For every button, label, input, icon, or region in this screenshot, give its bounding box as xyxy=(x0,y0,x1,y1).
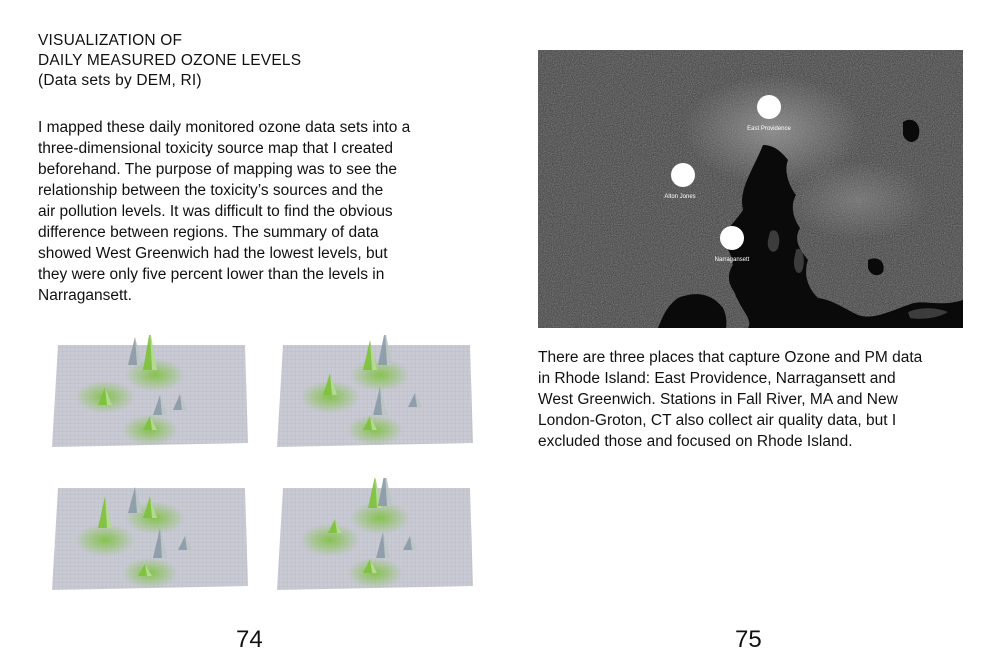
right-body-line: There are three places that capture Ozon… xyxy=(538,349,923,366)
terrain-peak-highlight xyxy=(410,536,417,550)
terrain-render xyxy=(52,335,248,447)
ozone-glow xyxy=(300,523,360,557)
terrain-peak-highlight xyxy=(145,564,152,576)
ozone-glow xyxy=(350,501,410,535)
terrain-peak-highlight xyxy=(415,393,422,407)
map-image: East Providence Alton Jones Narragansett xyxy=(538,50,963,328)
left-body-line: difference between regions. The summary … xyxy=(38,224,379,241)
terrain-peak-highlight xyxy=(185,536,192,550)
left-body-line: three-dimensional toxicity source map th… xyxy=(38,140,393,157)
ozone-visualization-2 xyxy=(275,335,475,450)
grid-plane xyxy=(52,345,248,447)
terrain-peak-highlight xyxy=(370,559,377,573)
map-label-narragansett: Narragansett xyxy=(715,257,750,263)
ozone-visualization-1 xyxy=(50,335,250,450)
station-marker-east-providence xyxy=(757,95,781,119)
terrain-peak-highlight xyxy=(380,387,387,415)
left-body-line: they were only five percent lower than t… xyxy=(38,266,385,283)
station-marker-alton-jones xyxy=(671,163,695,187)
station-marker-narragansett xyxy=(720,226,744,250)
left-body-line: Narragansett. xyxy=(38,287,132,304)
terrain-peak-highlight xyxy=(105,387,112,405)
left-body-text: I mapped these daily monitored ozone dat… xyxy=(38,117,468,306)
terrain-render xyxy=(277,335,473,447)
right-body-line: excluded those and focused on Rhode Isla… xyxy=(538,433,853,450)
terrain-peak-highlight xyxy=(150,416,157,430)
page-title: VISUALIZATION OF DAILY MEASURED OZONE LE… xyxy=(38,31,301,91)
left-body-line: I mapped these daily monitored ozone dat… xyxy=(38,119,411,136)
terrain-peak-highlight xyxy=(150,496,157,518)
terrain-peak-highlight xyxy=(135,487,142,513)
terrain-peak-highlight xyxy=(105,496,112,528)
left-body-line: showed West Greenwich had the lowest lev… xyxy=(38,245,388,262)
left-body-line: beforehand. The purpose of mapping was t… xyxy=(38,161,398,178)
page-number-left: 74 xyxy=(236,626,263,653)
terrain-render xyxy=(277,478,473,590)
grid-plane xyxy=(277,488,473,590)
map-label-alton-jones: Alton Jones xyxy=(664,194,695,200)
terrain-peak-highlight xyxy=(385,478,392,506)
terrain-peak-highlight xyxy=(135,337,142,365)
title-line-3: (Data sets by DEM, RI) xyxy=(38,72,202,89)
right-body-line: West Greenwich. Stations in Fall River, … xyxy=(538,391,898,408)
terrain-render xyxy=(52,487,248,590)
page-number-right: 75 xyxy=(735,626,762,653)
ozone-visualization-3 xyxy=(50,478,250,593)
ozone-visualization-4 xyxy=(275,478,475,593)
grid-plane xyxy=(52,488,248,590)
terrain-peak-highlight xyxy=(330,373,337,395)
terrain-peak-highlight xyxy=(160,528,167,558)
ozone-glow xyxy=(75,523,135,557)
right-body-line: in Rhode Island: East Providence, Narrag… xyxy=(538,370,896,387)
terrain-peak-highlight xyxy=(335,519,342,533)
map-water xyxy=(724,145,963,328)
left-body-line: relationship between the toxicity’s sour… xyxy=(38,182,384,199)
ozone-glow xyxy=(300,380,360,414)
left-body-line: air pollution levels. It was difficult t… xyxy=(38,203,393,220)
terrain-peak-highlight xyxy=(160,395,167,415)
right-body-text: There are three places that capture Ozon… xyxy=(538,347,978,452)
terrain-peak-highlight xyxy=(150,335,157,370)
ozone-glow xyxy=(125,358,185,392)
terrain-peak-highlight xyxy=(370,416,377,430)
grid-plane xyxy=(277,345,473,447)
rhode-island-map: East Providence Alton Jones Narragansett xyxy=(538,50,963,328)
title-line-2: DAILY MEASURED OZONE LEVELS xyxy=(38,52,302,69)
title-line-1: VISUALIZATION OF xyxy=(38,32,183,49)
terrain-peak-highlight xyxy=(385,335,392,365)
terrain-peak-highlight xyxy=(180,394,187,410)
map-label-east-providence: East Providence xyxy=(747,126,791,132)
terrain-peak-highlight xyxy=(383,532,390,558)
right-body-line: London-Groton, CT also collect air quali… xyxy=(538,412,897,429)
terrain-peak-highlight xyxy=(370,340,377,370)
